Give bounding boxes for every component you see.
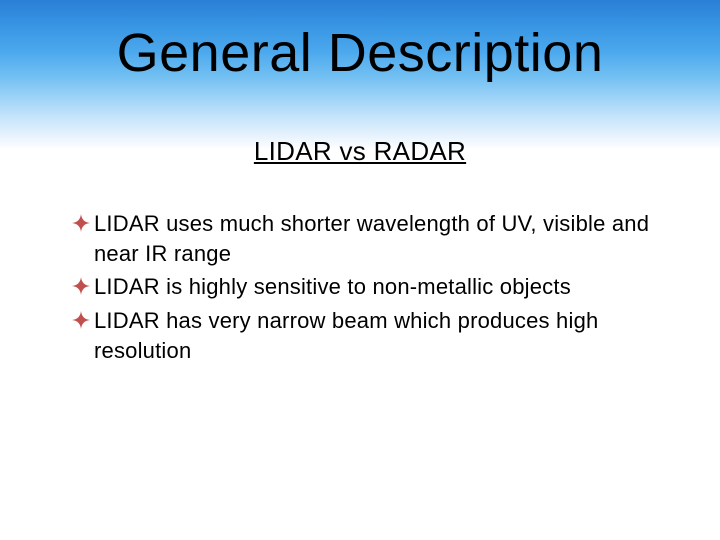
bullet-text: LIDAR has very narrow beam which produce… [94, 306, 660, 365]
bullet-item: LIDAR uses much shorter wavelength of UV… [72, 209, 660, 268]
bullet-text: LIDAR uses much shorter wavelength of UV… [94, 209, 660, 268]
slide-container: General Description LIDAR vs RADAR LIDAR… [0, 0, 720, 540]
bullet-item: LIDAR has very narrow beam which produce… [72, 306, 660, 365]
diamond-bullet-icon [72, 214, 90, 232]
slide-subtitle: LIDAR vs RADAR [0, 136, 720, 167]
diamond-bullet-icon [72, 311, 90, 329]
bullet-item: LIDAR is highly sensitive to non-metalli… [72, 272, 660, 302]
bullet-text: LIDAR is highly sensitive to non-metalli… [94, 272, 571, 302]
diamond-bullet-icon [72, 277, 90, 295]
slide-title: General Description [0, 0, 720, 84]
bullet-list: LIDAR uses much shorter wavelength of UV… [0, 209, 720, 365]
